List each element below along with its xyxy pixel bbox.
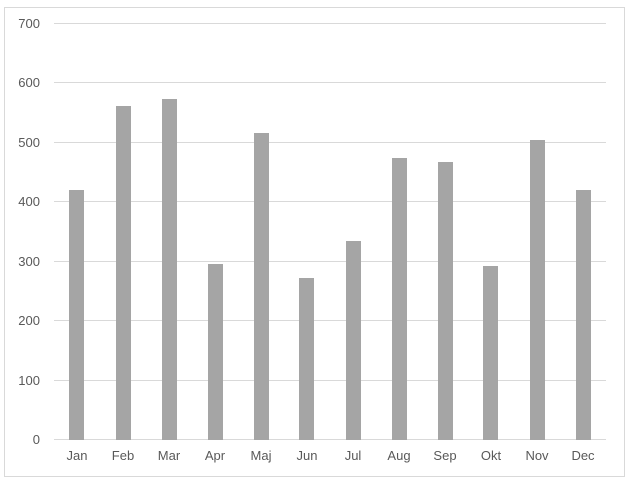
- bar-jun: [299, 278, 315, 440]
- bar-jan: [69, 190, 85, 440]
- x-tick-label: Apr: [204, 448, 226, 463]
- x-tick-label: Dec: [571, 448, 595, 463]
- gridline: [54, 82, 606, 84]
- gridline: [54, 23, 606, 24]
- gridline: [54, 439, 606, 440]
- y-tick-label: 600: [18, 75, 40, 91]
- bar-maj: [253, 132, 269, 440]
- y-tick-label: 500: [18, 134, 40, 150]
- bar-nov: [529, 139, 545, 440]
- x-tick-label: Sep: [433, 448, 457, 463]
- plot-area: 0 100 200 300 400 500 600 700 Jan Feb Mar Apr Maj Ju…: [18, 16, 606, 463]
- x-tick-label: Nov: [525, 448, 549, 463]
- y-tick-label: 300: [18, 253, 40, 269]
- y-tick-label: 700: [18, 16, 40, 31]
- y-tick-label: 0: [32, 432, 40, 447]
- bar-mar: [161, 98, 177, 440]
- chart-frame: 0 100 200 300 400 500 600 700 Jan Feb Mar Apr Maj Ju…: [4, 7, 625, 477]
- gridline: [54, 141, 606, 143]
- bar-apr: [207, 263, 223, 440]
- x-tick-label: Feb: [111, 448, 135, 463]
- gridline: [54, 379, 606, 381]
- x-tick-label: Jan: [66, 448, 88, 463]
- x-tick-label: Jul: [344, 448, 362, 463]
- gridline: [54, 201, 606, 203]
- gridline: [54, 260, 606, 262]
- bar-aug: [391, 157, 407, 440]
- bar-dec: [575, 190, 591, 440]
- x-tick-label: Mar: [157, 448, 181, 463]
- y-tick-label: 100: [18, 372, 40, 388]
- x-tick-label: Okt: [480, 448, 502, 463]
- bar-okt: [483, 266, 499, 440]
- x-tick-label: Aug: [387, 448, 411, 463]
- bar-feb: [115, 106, 131, 440]
- x-tick-label: Maj: [250, 448, 272, 463]
- y-tick-label: 200: [18, 313, 40, 329]
- bar-jul: [345, 240, 361, 440]
- gridline: [54, 320, 606, 322]
- x-tick-label: Jun: [296, 448, 318, 463]
- y-tick-label: 400: [18, 194, 40, 210]
- bar-sep: [437, 161, 453, 440]
